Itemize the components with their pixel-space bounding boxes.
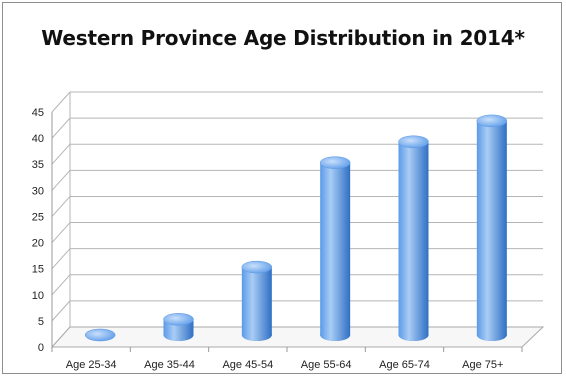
y-tick-label: 5 — [38, 316, 44, 328]
x-tick-labels: Age 25-34 Age 35-44 Age 45-54 Age 55-64 Age … — [66, 359, 504, 371]
x-tick-label: Age 75+ — [462, 359, 503, 371]
y-tick-label: 35 — [32, 159, 44, 171]
axes — [50, 92, 545, 352]
bar-top — [163, 313, 194, 326]
bar-body — [398, 141, 429, 335]
y-tick-label: 15 — [32, 264, 44, 276]
gridline-connector — [51, 117, 71, 139]
bar-top — [398, 135, 429, 149]
y-tick-label: 25 — [32, 211, 44, 223]
y-tick-label: 10 — [32, 290, 44, 302]
y-tick-label: 0 — [38, 342, 44, 354]
gridline-connector — [51, 196, 71, 217]
x-tick-label: Age 35-44 — [144, 359, 195, 371]
gridlines — [51, 91, 543, 348]
gridline-connector — [51, 222, 71, 243]
gridline-connector — [51, 91, 71, 113]
bar — [398, 135, 429, 341]
chart-floor — [50, 326, 545, 348]
bar — [476, 114, 508, 341]
bar-bottom — [163, 329, 194, 341]
bar — [241, 260, 273, 341]
bar-top — [319, 156, 351, 169]
x-tick-label: Age 65-74 — [379, 359, 430, 371]
chart-title: Western Province Age Distribution in 201… — [41, 26, 525, 50]
gridline-connector — [51, 300, 71, 322]
bar — [84, 328, 116, 342]
gridline-connector — [51, 248, 71, 270]
bar-bottom — [320, 329, 351, 341]
y-tick-labels: 0 5 10 15 20 25 30 35 40 45 — [32, 107, 44, 354]
y-tick-label: 40 — [32, 133, 44, 145]
bar — [319, 156, 351, 341]
bar-top — [241, 260, 273, 274]
bar-bottom — [398, 329, 429, 341]
x-tick-label: Age 55-64 — [301, 359, 352, 371]
gridline-connector — [51, 274, 71, 296]
chart-frame — [2, 2, 562, 374]
bar-body — [476, 120, 507, 335]
gridline-connector — [51, 169, 71, 191]
y-tick-label: 30 — [32, 185, 44, 197]
bar-bottom — [241, 329, 272, 341]
gridline-connector — [51, 143, 71, 165]
x-tick-label: Age 45-54 — [222, 359, 273, 371]
bar-body — [320, 162, 351, 335]
bar — [163, 313, 194, 341]
bars — [84, 114, 508, 342]
bar-bottom — [476, 329, 507, 341]
y-tick-label: 45 — [32, 107, 44, 119]
x-tick-label: Age 25-34 — [66, 359, 117, 371]
bar-body — [241, 267, 272, 335]
bar-top — [476, 114, 508, 128]
y-tick-label: 20 — [32, 238, 44, 250]
bar-top — [84, 328, 116, 342]
